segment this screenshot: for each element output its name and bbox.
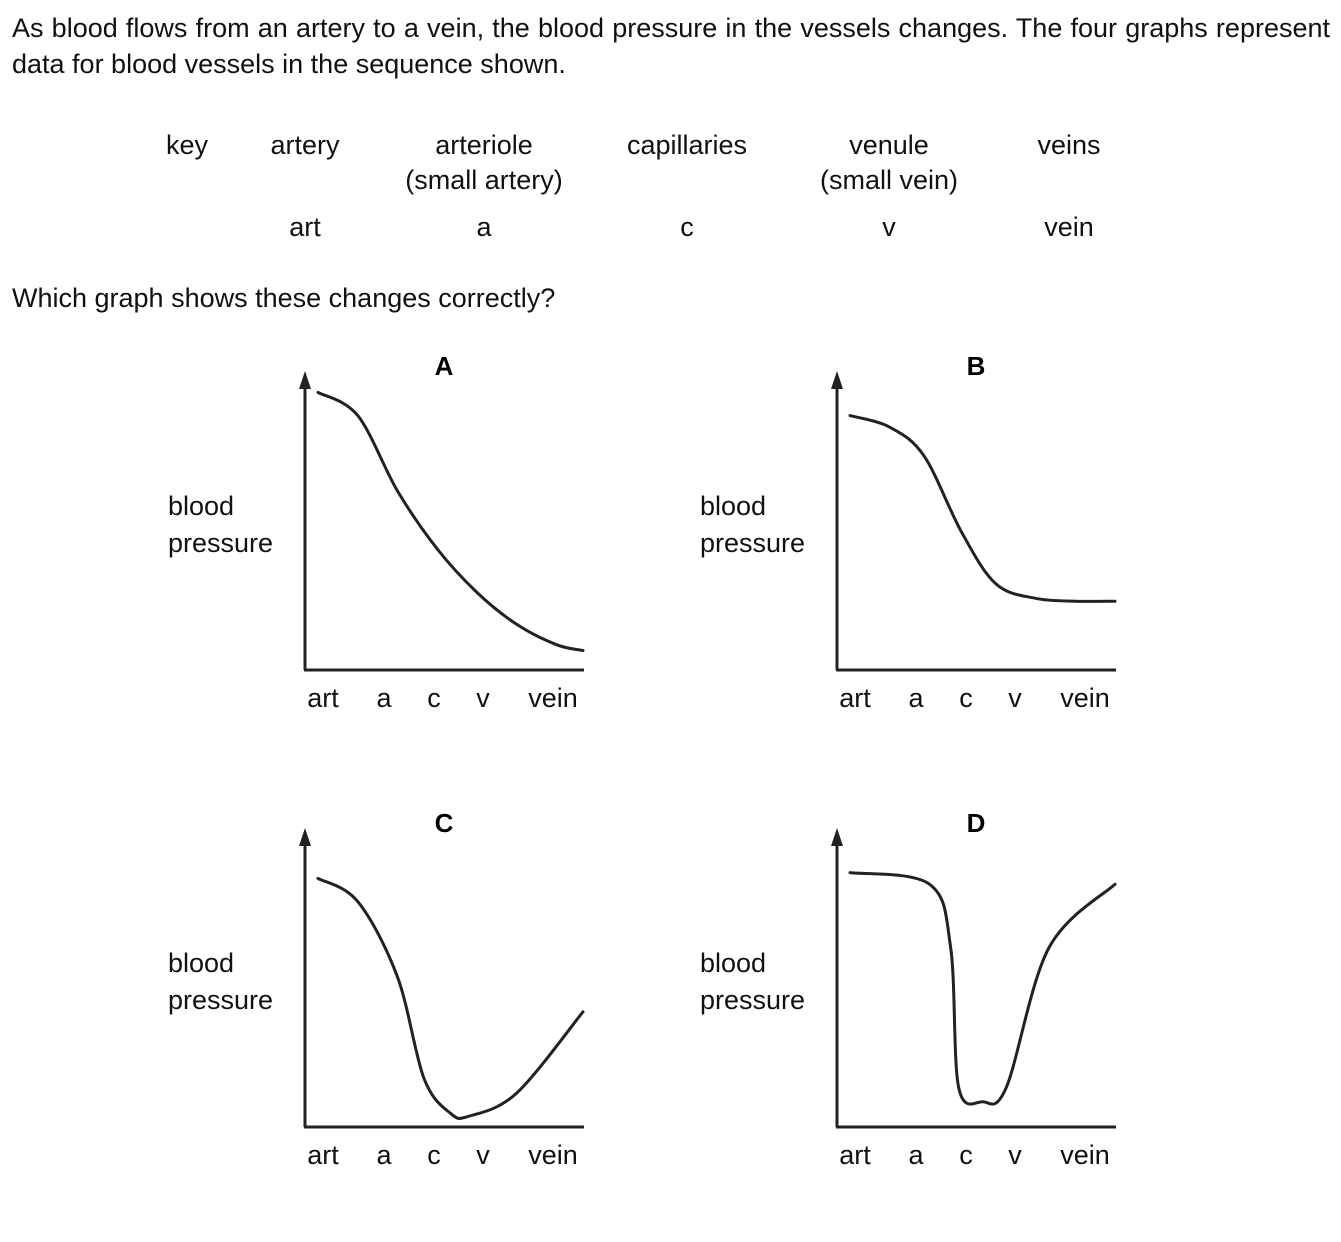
key-sub-venule: (small vein) — [819, 165, 959, 195]
y-axis-arrow — [299, 828, 311, 846]
y-axis-arrow — [299, 371, 311, 389]
key-abbr-arteriole: a — [476, 212, 492, 242]
x-tick-label: v — [1008, 683, 1022, 713]
x-tick-label: vein — [1060, 1140, 1110, 1170]
graph-title: A — [435, 351, 454, 381]
key-abbr-veins: vein — [1044, 212, 1094, 242]
x-tick-label: c — [959, 1140, 973, 1170]
x-tick-label: c — [427, 683, 441, 713]
x-tick-label: a — [908, 683, 924, 713]
y-axis-label-line2: pressure — [700, 985, 805, 1015]
key-name-capillaries: capillaries — [626, 130, 748, 160]
x-tick-label: art — [307, 1140, 339, 1170]
intro-text: As blood flows from an artery to a vein,… — [12, 13, 1330, 79]
y-axis-arrow — [831, 371, 843, 389]
x-tick-label: a — [376, 683, 392, 713]
x-tick-label: v — [476, 683, 490, 713]
y-axis-label-line1: blood — [700, 948, 766, 978]
y-axis-label-line1: blood — [168, 491, 234, 521]
key-heading: key — [165, 130, 209, 160]
x-tick-label: art — [839, 1140, 871, 1170]
y-axis-label-line2: pressure — [168, 528, 273, 558]
key-name-veins: veins — [1037, 130, 1101, 160]
x-tick-label: vein — [528, 1140, 578, 1170]
key-name-arteriole: arteriole — [435, 130, 533, 160]
y-axis-label-line2: pressure — [168, 985, 273, 1015]
graph-title: C — [435, 808, 454, 838]
x-tick-label: vein — [528, 683, 578, 713]
x-tick-label: art — [307, 683, 339, 713]
x-tick-label: v — [476, 1140, 490, 1170]
key-abbr-venule: v — [882, 212, 896, 242]
key-name-artery: artery — [270, 130, 340, 160]
y-axis-label-line1: blood — [700, 491, 766, 521]
pressure-curve — [316, 876, 585, 1120]
x-tick-label: c — [427, 1140, 441, 1170]
x-tick-label: a — [908, 1140, 924, 1170]
key-sub-arteriole: (small artery) — [405, 165, 563, 195]
x-tick-label: art — [839, 683, 871, 713]
y-axis-arrow — [831, 828, 843, 846]
x-tick-label: vein — [1060, 683, 1110, 713]
y-axis-label-line2: pressure — [700, 528, 805, 558]
pressure-curve — [848, 871, 1117, 1106]
key-abbr-capillaries: c — [680, 212, 694, 242]
x-tick-label: c — [959, 683, 973, 713]
key-abbr-artery: art — [289, 212, 321, 242]
key-name-venule: venule — [849, 130, 929, 160]
x-tick-label: v — [1008, 1140, 1022, 1170]
question-text: Which graph shows these changes correctl… — [12, 283, 556, 313]
x-tick-label: a — [376, 1140, 392, 1170]
pressure-curve — [316, 390, 585, 652]
y-axis-label-line1: blood — [168, 948, 234, 978]
pressure-curve — [848, 414, 1117, 603]
graph-title: B — [967, 351, 986, 381]
graph-title: D — [967, 808, 986, 838]
